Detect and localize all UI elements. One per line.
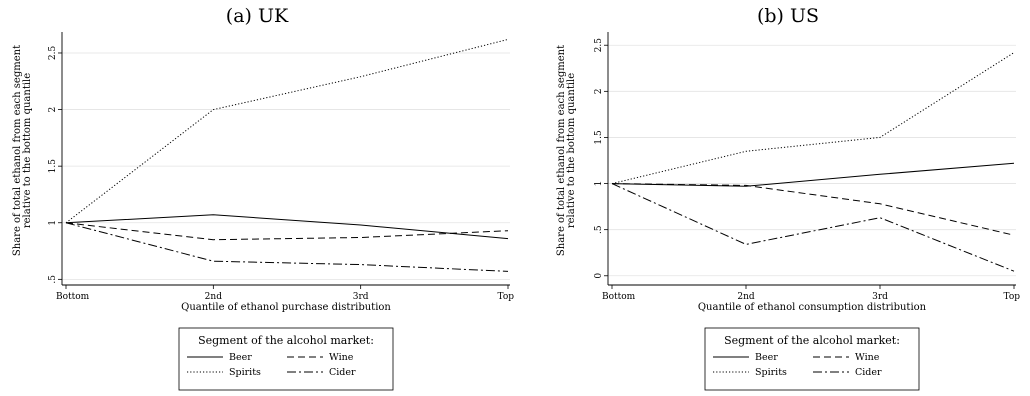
series-line-spirits bbox=[65, 38, 509, 224]
legend-label-spirits: Spirits bbox=[229, 367, 261, 378]
legend-box bbox=[704, 327, 920, 391]
y-tick-label: 2 bbox=[594, 88, 604, 94]
y-axis-title-line: Share of total ethanol from each segment bbox=[12, 45, 23, 256]
legend-box bbox=[178, 327, 394, 391]
x-axis-title: Quantile of ethanol purchase distributio… bbox=[181, 302, 391, 313]
x-tick-label: Top bbox=[498, 292, 515, 302]
legend-label-cider: Cider bbox=[855, 367, 882, 378]
x-tick-label: 3rd bbox=[353, 292, 369, 302]
y-tick-label: 1.5 bbox=[48, 159, 58, 174]
x-tick-label: Bottom bbox=[602, 292, 636, 302]
legend-label-spirits: Spirits bbox=[755, 367, 787, 378]
legend-label-beer: Beer bbox=[229, 352, 252, 363]
legend: Segment of the alcohol market: Beer Wine Sp… bbox=[178, 327, 394, 391]
x-axis-title: Quantile of ethanol consumption distribu… bbox=[698, 302, 927, 313]
y-tick-label: .5 bbox=[594, 225, 604, 234]
y-axis-title-line: relative to the bottom quantile bbox=[566, 73, 577, 228]
legend-title: Segment of the alcohol market: bbox=[724, 334, 900, 347]
panel-title: (a) UK bbox=[226, 5, 289, 27]
y-tick-label: 2.5 bbox=[48, 46, 58, 61]
y-tick-label: 2 bbox=[48, 107, 58, 113]
series-line-cider bbox=[65, 222, 509, 272]
x-tick-label: 2nd bbox=[737, 292, 755, 302]
legend-label-beer: Beer bbox=[755, 352, 778, 363]
series-line-spirits bbox=[611, 52, 1015, 185]
panel-title: (b) US bbox=[757, 5, 819, 27]
series-line-wine bbox=[65, 222, 509, 241]
legend-label-cider: Cider bbox=[329, 367, 356, 378]
panel-uk: (a) UK .5 1 1.5 2 2.5 Bottom 2nd 3rd Top Quantile … bbox=[12, 5, 515, 391]
panel-us: (b) US 0 .5 1 1.5 2 2.5 Bottom 2nd 3rd Top Quantile… bbox=[556, 5, 1021, 391]
legend: Segment of the alcohol market: Beer Wine Sp… bbox=[704, 327, 920, 391]
x-tick-label: Top bbox=[1004, 292, 1021, 302]
y-tick-label: 1.5 bbox=[594, 130, 604, 145]
legend-label-wine: Wine bbox=[855, 352, 880, 363]
series-line-beer bbox=[611, 162, 1015, 187]
y-tick-label: 1 bbox=[594, 181, 604, 187]
y-tick-label: 2.5 bbox=[594, 38, 604, 53]
y-tick-label: 0 bbox=[594, 273, 604, 279]
x-tick-label: 2nd bbox=[205, 292, 223, 302]
y-axis-title-line: Share of total ethanol from each segment bbox=[556, 45, 567, 256]
x-tick-label: 3rd bbox=[872, 292, 888, 302]
x-tick-label: Bottom bbox=[56, 292, 90, 302]
series-line-wine bbox=[611, 183, 1015, 236]
y-tick-label: 1 bbox=[48, 220, 58, 226]
series-line-beer bbox=[65, 214, 509, 240]
legend-label-wine: Wine bbox=[329, 352, 354, 363]
y-axis-title-line: relative to the bottom quantile bbox=[22, 73, 33, 228]
series-line-cider bbox=[611, 183, 1015, 272]
y-tick-label: .5 bbox=[48, 275, 58, 284]
legend-title: Segment of the alcohol market: bbox=[198, 334, 374, 347]
